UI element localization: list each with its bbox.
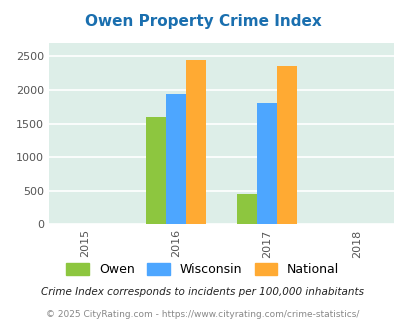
- Legend: Owen, Wisconsin, National: Owen, Wisconsin, National: [60, 257, 345, 282]
- Bar: [276, 66, 296, 224]
- Bar: [166, 94, 185, 224]
- Bar: [185, 60, 205, 224]
- Text: Owen Property Crime Index: Owen Property Crime Index: [84, 14, 321, 29]
- Bar: [256, 103, 276, 224]
- Bar: [236, 194, 256, 224]
- Bar: [145, 117, 166, 224]
- Text: Crime Index corresponds to incidents per 100,000 inhabitants: Crime Index corresponds to incidents per…: [41, 287, 364, 297]
- Text: © 2025 CityRating.com - https://www.cityrating.com/crime-statistics/: © 2025 CityRating.com - https://www.city…: [46, 310, 359, 319]
